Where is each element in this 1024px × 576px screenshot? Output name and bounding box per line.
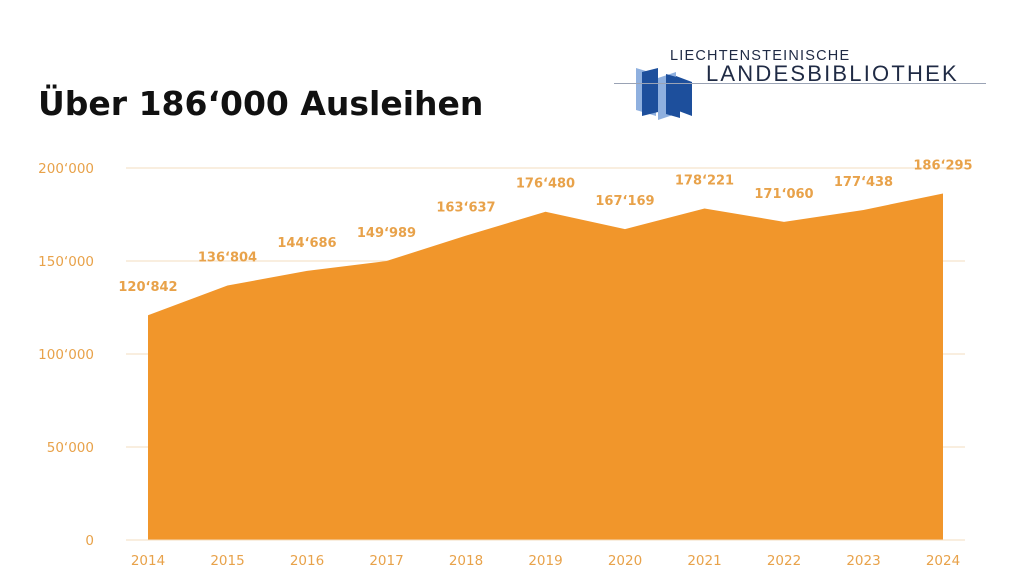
logo-rule [614,83,986,84]
data-label: 136‘804 [198,251,257,266]
data-label: 163‘637 [436,201,495,216]
data-label: 178‘221 [675,174,734,189]
logo-text-line1: LIECHTENSTEINISCHE [670,48,851,64]
x-tick-label: 2017 [369,553,403,569]
x-tick-label: 2019 [528,553,562,569]
book-logo-icon [636,68,692,120]
x-tick-label: 2018 [449,553,483,569]
x-tick-label: 2022 [767,553,801,569]
data-label: 177‘438 [834,175,893,190]
y-tick-label: 50‘000 [47,440,94,456]
data-label: 176‘480 [516,177,575,192]
x-tick-label: 2021 [687,553,721,569]
x-tick-label: 2015 [210,553,244,569]
data-label: 186‘295 [913,158,972,173]
data-label: 167‘169 [595,194,654,209]
x-tick-label: 2014 [131,553,165,569]
y-tick-label: 100‘000 [38,347,94,363]
data-label: 144‘686 [277,236,336,251]
data-label: 120‘842 [118,280,177,295]
library-logo: LIECHTENSTEINISCHE LANDESBIBLIOTHEK [614,44,994,124]
x-tick-label: 2020 [608,553,642,569]
y-tick-label: 200‘000 [38,161,94,177]
x-tick-label: 2024 [926,553,960,569]
data-label: 171‘060 [754,187,813,202]
data-label: 149‘989 [357,226,416,241]
logo-text-line2: LANDESBIBLIOTHEK [706,61,959,86]
area-series [148,193,943,540]
y-tick-label: 0 [85,533,94,549]
chart-title: Über 186‘000 Ausleihen [38,84,484,123]
x-tick-label: 2023 [846,553,880,569]
y-tick-label: 150‘000 [38,254,94,270]
x-tick-label: 2016 [290,553,324,569]
